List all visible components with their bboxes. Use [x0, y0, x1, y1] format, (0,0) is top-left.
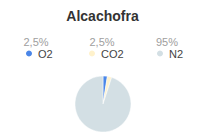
svg-text:CO2: CO2 — [101, 48, 124, 60]
svg-text:Alcachofra: Alcachofra — [66, 8, 139, 24]
svg-text:2,5%: 2,5% — [89, 36, 114, 48]
svg-text:95%: 95% — [156, 36, 178, 48]
svg-text:2,5%: 2,5% — [23, 36, 48, 48]
svg-text:O2: O2 — [38, 48, 53, 60]
svg-text:N2: N2 — [169, 48, 183, 60]
